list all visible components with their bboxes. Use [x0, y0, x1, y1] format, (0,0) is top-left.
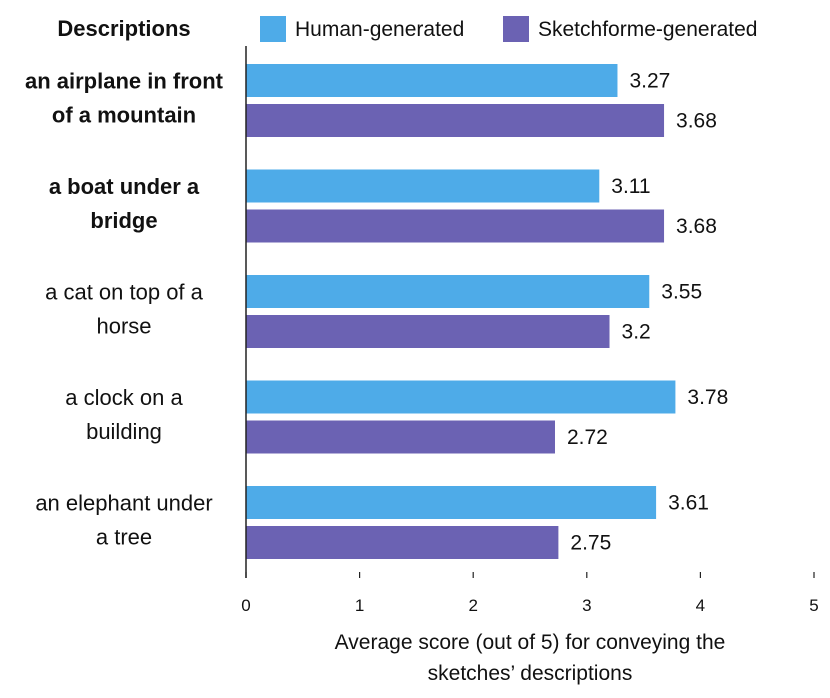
category-label-5-line-2: a tree	[96, 525, 152, 550]
bar-human-2	[246, 169, 600, 203]
column-header: Descriptions	[57, 16, 190, 41]
value-label-sketchforme-4: 2.72	[567, 426, 608, 449]
x-axis-title-line-1: Average score (out of 5) for conveying t…	[335, 631, 726, 654]
category-label-2-line-2: bridge	[90, 208, 157, 233]
value-label-human-1: 3.27	[629, 70, 670, 93]
x-axis-title-line-2: sketches’ descriptions	[428, 662, 633, 685]
category-label-3-line-1: a cat on top of a	[45, 280, 204, 305]
category-label-1-line-1: an airplane in front	[25, 69, 224, 94]
bar-sketchforme-3	[246, 315, 610, 348]
value-label-human-3: 3.55	[661, 281, 702, 304]
x-tick-label-0: 0	[241, 596, 250, 615]
legend: Human-generated Sketchforme-generated	[260, 16, 757, 42]
x-tick-label-2: 2	[468, 596, 477, 615]
plot-area: 3.27 3.68 3.11 3.68 3.55 3.2 3.78 2.72 3.61 2.75	[246, 64, 728, 559]
value-label-human-4: 3.78	[687, 386, 728, 409]
x-tick-label-4: 4	[696, 596, 705, 615]
category-label-1-line-2: of a mountain	[52, 103, 196, 128]
bar-sketchforme-5	[246, 526, 559, 559]
category-label-4-line-1: a clock on a	[65, 385, 183, 410]
bar-human-5	[246, 486, 657, 519]
x-tick-label-3: 3	[582, 596, 591, 615]
category-label-2-line-1: a boat under a	[49, 174, 200, 199]
category-label-3-line-2: horse	[96, 314, 151, 339]
bar-human-1	[246, 64, 618, 97]
value-label-sketchforme-2: 3.68	[676, 215, 717, 238]
x-tick-label-5: 5	[809, 596, 818, 615]
value-label-human-2: 3.11	[611, 175, 650, 198]
value-label-sketchforme-3: 3.2	[622, 321, 651, 344]
x-axis: 0 1 2 3 4 5	[241, 46, 819, 615]
x-tick-label-1: 1	[355, 596, 364, 615]
bar-sketchforme-2	[246, 209, 665, 243]
category-label-5-line-1: an elephant under	[35, 491, 212, 516]
category-labels: an airplane in front of a mountain a boat …	[25, 69, 224, 550]
bar-sketchforme-4	[246, 420, 555, 454]
legend-swatch-human	[260, 16, 286, 42]
legend-label-sketchforme: Sketchforme-generated	[538, 18, 757, 41]
category-label-4-line-2: building	[86, 419, 162, 444]
value-label-sketchforme-1: 3.68	[676, 110, 717, 133]
bar-human-3	[246, 275, 650, 308]
value-label-human-5: 3.61	[668, 492, 709, 515]
bar-human-4	[246, 380, 676, 414]
legend-label-human: Human-generated	[295, 18, 464, 41]
legend-swatch-sketchforme	[503, 16, 529, 42]
value-label-sketchforme-5: 2.75	[570, 532, 611, 555]
bar-sketchforme-1	[246, 104, 665, 137]
